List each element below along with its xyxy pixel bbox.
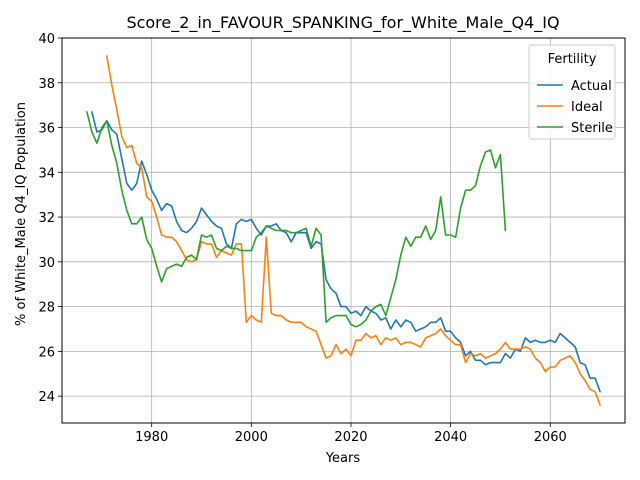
legend-label-actual: Actual bbox=[571, 79, 612, 94]
x-axis-label: Years bbox=[325, 451, 361, 466]
legend-title: Fertility bbox=[548, 52, 597, 67]
y-tick-label: 34 bbox=[38, 166, 55, 181]
series-lines bbox=[86, 55, 601, 406]
y-tick-label: 38 bbox=[38, 77, 55, 92]
y-tick-label: 26 bbox=[38, 345, 55, 360]
legend-label-sterile: Sterile bbox=[571, 121, 613, 136]
y-tick-label: 36 bbox=[38, 122, 55, 137]
y-tick-label: 32 bbox=[38, 211, 55, 226]
legend-label-ideal: Ideal bbox=[571, 100, 603, 115]
y-tick-label: 40 bbox=[38, 32, 55, 47]
chart-title: Score_2_in_FAVOUR_SPANKING_for_White_Mal… bbox=[126, 13, 559, 33]
x-tick-label: 2020 bbox=[334, 430, 367, 445]
x-tick-label: 2000 bbox=[235, 430, 268, 445]
plot-area-frame bbox=[61, 37, 626, 424]
y-tick-label: 28 bbox=[38, 301, 55, 316]
series-line-ideal bbox=[106, 55, 601, 406]
y-axis-label: % of White_Male Q4_IQ Population bbox=[14, 102, 29, 326]
legend-items: Actual Ideal Sterile bbox=[537, 79, 613, 136]
y-tick-label: 24 bbox=[38, 390, 55, 405]
x-tick-label: 1980 bbox=[135, 430, 168, 445]
legend: Fertility Actual Ideal Sterile bbox=[528, 44, 616, 140]
series-line-sterile bbox=[86, 111, 507, 328]
axis-ticks: 1980 2000 2020 2040 2060 24 26 28 30 32 34 36 38 40 bbox=[38, 32, 566, 445]
y-tick-label: 30 bbox=[38, 256, 55, 271]
x-tick-label: 2040 bbox=[434, 430, 467, 445]
legend-box bbox=[528, 44, 616, 140]
x-tick-label: 2060 bbox=[534, 430, 567, 445]
